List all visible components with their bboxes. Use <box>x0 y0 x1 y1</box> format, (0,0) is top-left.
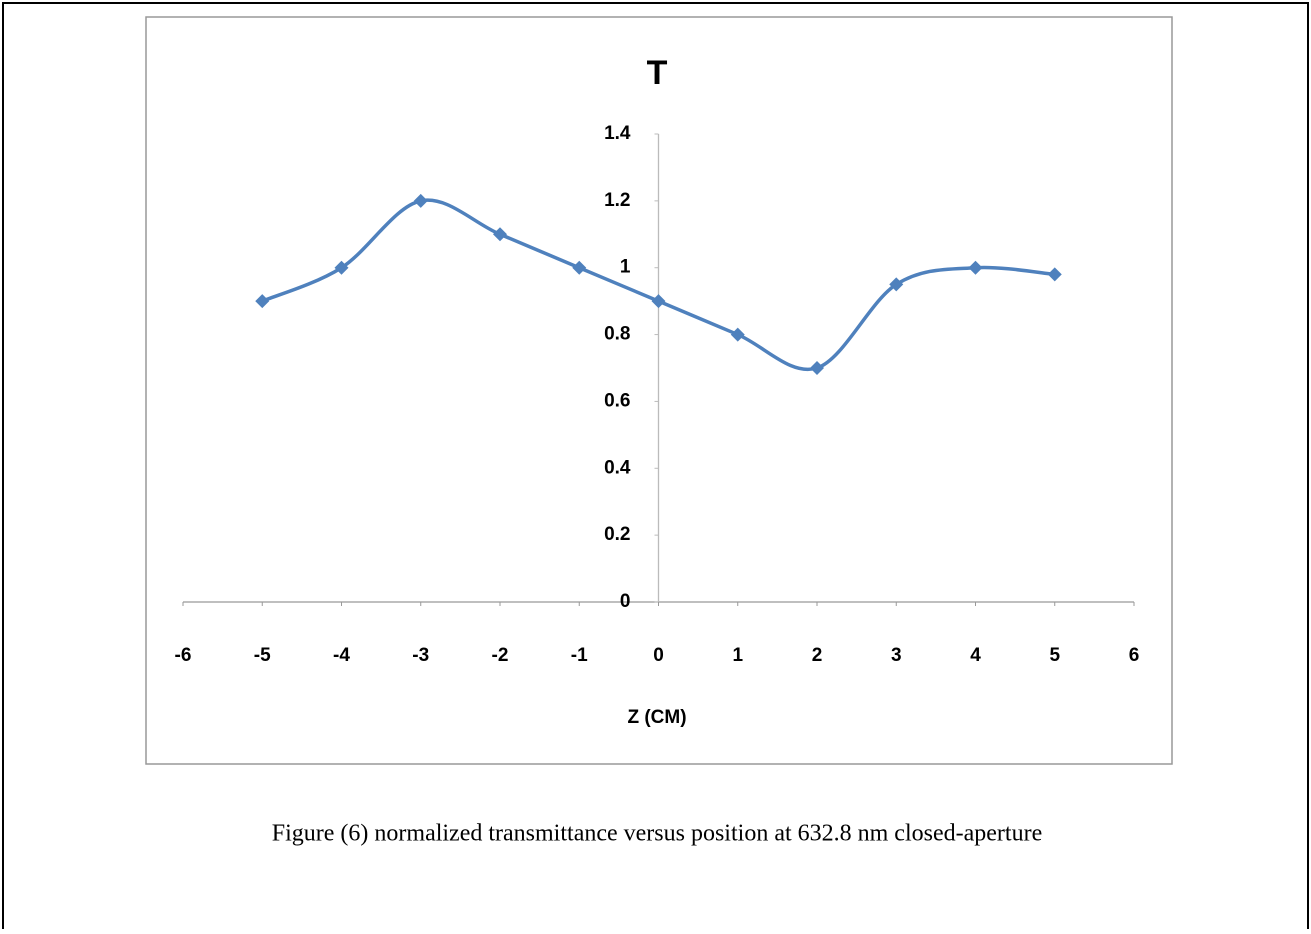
x-tick-label: -6 <box>175 645 192 666</box>
x-axis-label: Z (CM) <box>627 707 686 728</box>
marker <box>493 227 507 242</box>
y-tick-label: 0 <box>620 591 631 612</box>
marker <box>255 294 270 309</box>
x-tick-label: 0 <box>653 645 664 666</box>
marker <box>572 260 587 275</box>
marker <box>413 193 428 208</box>
y-tick-label: 1 <box>620 257 631 278</box>
x-tick-label: 5 <box>1049 645 1060 666</box>
x-tick-label: -5 <box>254 645 271 666</box>
marker <box>810 361 824 375</box>
y-tick-label: 0.8 <box>604 324 630 345</box>
marker <box>334 260 349 275</box>
marker <box>889 277 904 292</box>
y-tick-label: 0.4 <box>604 457 631 478</box>
y-tick-label: 1.2 <box>604 190 630 211</box>
x-tick-label: 4 <box>970 645 981 666</box>
x-tick-label: -2 <box>492 645 509 666</box>
marker <box>968 260 983 275</box>
x-tick-label: -1 <box>571 645 588 666</box>
x-tick-label: 1 <box>732 645 743 666</box>
x-tick-label: -4 <box>333 645 350 666</box>
y-tick-label: 1.4 <box>604 123 631 144</box>
chart-title: T <box>647 54 668 92</box>
x-tick-label: 2 <box>812 645 823 666</box>
y-tick-label: 0.2 <box>604 524 630 545</box>
marker <box>1047 267 1062 282</box>
y-tick-label: 0.6 <box>604 390 630 411</box>
caption: Figure (6) normalized transmittance vers… <box>272 821 1042 847</box>
marker <box>730 327 745 342</box>
x-tick-label: -3 <box>412 645 429 666</box>
x-tick-label: 6 <box>1129 645 1140 666</box>
marker <box>651 294 666 309</box>
x-tick-label: 3 <box>891 645 902 666</box>
